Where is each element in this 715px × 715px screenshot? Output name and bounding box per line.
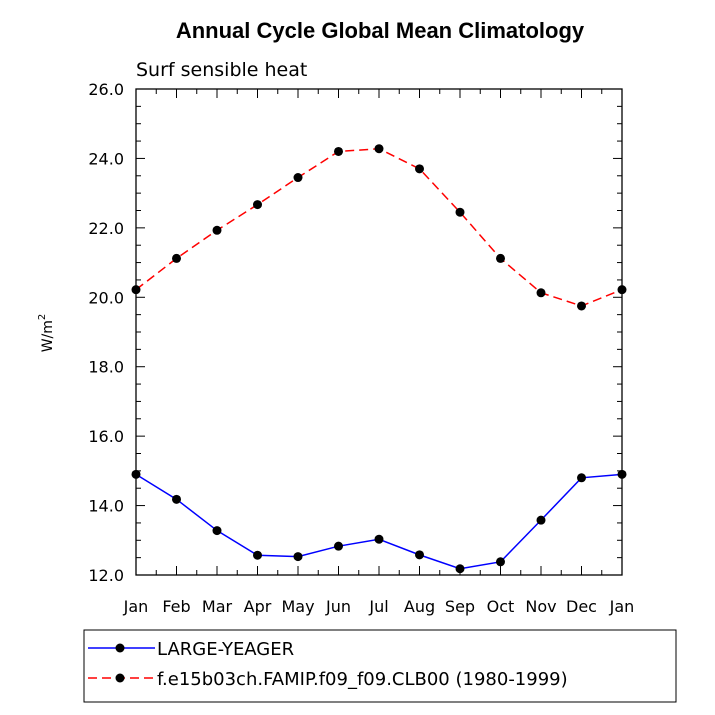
x-tick-label: May bbox=[281, 597, 314, 616]
y-tick-label: 12.0 bbox=[88, 566, 124, 585]
series-2-point bbox=[455, 207, 465, 217]
x-tick-label: Sep bbox=[445, 597, 475, 616]
series-2-point bbox=[131, 285, 141, 295]
legend-label-2: f.e15b03ch.FAMIP.f09_f09.CLB00 (1980-199… bbox=[157, 669, 568, 690]
series-2-point bbox=[212, 225, 222, 235]
y-tick-label: 16.0 bbox=[88, 427, 124, 446]
x-tick-label: Mar bbox=[202, 597, 233, 616]
y-tick-label: 22.0 bbox=[88, 219, 124, 238]
svg-text:W/m2: W/m2 bbox=[37, 314, 56, 353]
x-tick-label: Jul bbox=[368, 597, 388, 616]
series-1-point bbox=[536, 515, 546, 525]
legend-entry-1: LARGE-YEAGER bbox=[88, 639, 294, 660]
y-tick-labels: 12.0 14.0 16.0 18.0 20.0 22.0 24.0 26.0 bbox=[88, 80, 124, 585]
y-tick-label: 20.0 bbox=[88, 288, 124, 307]
series-1-point bbox=[131, 469, 141, 479]
series-2-point bbox=[536, 288, 546, 298]
y-tick-label: 24.0 bbox=[88, 149, 124, 168]
chart-subtitle: Surf sensible heat bbox=[136, 59, 307, 81]
series-1-point bbox=[172, 494, 181, 504]
series-line-1 bbox=[135, 473, 623, 570]
legend-label-1: LARGE-YEAGER bbox=[157, 639, 294, 660]
series-2-point bbox=[253, 200, 262, 210]
x-tick-label: Jun bbox=[325, 597, 351, 616]
y-axis-label: W/m2 bbox=[37, 314, 56, 353]
x-tick-label: Apr bbox=[244, 597, 272, 616]
x-tick-labels: Jan Feb Mar Apr May Jun Jul Aug Sep Oct Nov Dec Jan bbox=[123, 597, 635, 616]
legend-box bbox=[83, 629, 677, 703]
x-tick-label: Jan bbox=[609, 597, 635, 616]
series-1-point bbox=[293, 552, 303, 562]
x-tick-label: Dec bbox=[566, 597, 597, 616]
series-1-point bbox=[334, 541, 343, 551]
series-1-point bbox=[455, 564, 465, 574]
series-1-point bbox=[496, 557, 505, 567]
axis-ticks bbox=[135, 88, 623, 576]
series-2-point bbox=[577, 301, 586, 311]
plot-frame bbox=[135, 88, 623, 576]
legend-entry-2: f.e15b03ch.FAMIP.f09_f09.CLB00 (1980-199… bbox=[88, 669, 568, 690]
x-tick-label: Oct bbox=[487, 597, 515, 616]
series-2-point bbox=[415, 164, 424, 174]
legend-marker-1 bbox=[115, 643, 125, 653]
x-tick-label: Jan bbox=[123, 597, 149, 616]
series-1-point bbox=[374, 534, 384, 544]
series-layer bbox=[131, 144, 627, 574]
x-tick-label: Aug bbox=[404, 597, 435, 616]
legend-marker-2 bbox=[115, 673, 125, 683]
y-axis-label-superscript: 2 bbox=[37, 314, 48, 320]
series-2-point bbox=[172, 253, 181, 263]
x-tick-label: Nov bbox=[525, 597, 556, 616]
chart-title: Annual Cycle Global Mean Climatology bbox=[176, 18, 585, 43]
x-tick-label: Feb bbox=[162, 597, 190, 616]
y-tick-label: 18.0 bbox=[88, 358, 124, 377]
series-2-point bbox=[293, 173, 303, 183]
y-tick-label: 26.0 bbox=[88, 80, 124, 99]
series-2-point bbox=[374, 144, 384, 154]
series-1-point bbox=[577, 473, 586, 483]
series-1-point bbox=[253, 550, 262, 560]
series-2-point bbox=[496, 253, 505, 263]
series-1-point bbox=[212, 526, 222, 536]
y-axis-label-text: W/m bbox=[40, 320, 56, 352]
series-line-2 bbox=[135, 147, 623, 307]
series-1-point bbox=[415, 550, 424, 560]
y-tick-label: 14.0 bbox=[88, 497, 124, 516]
series-2-point bbox=[334, 146, 343, 156]
series-1-point bbox=[617, 469, 627, 479]
series-2-point bbox=[617, 285, 627, 295]
